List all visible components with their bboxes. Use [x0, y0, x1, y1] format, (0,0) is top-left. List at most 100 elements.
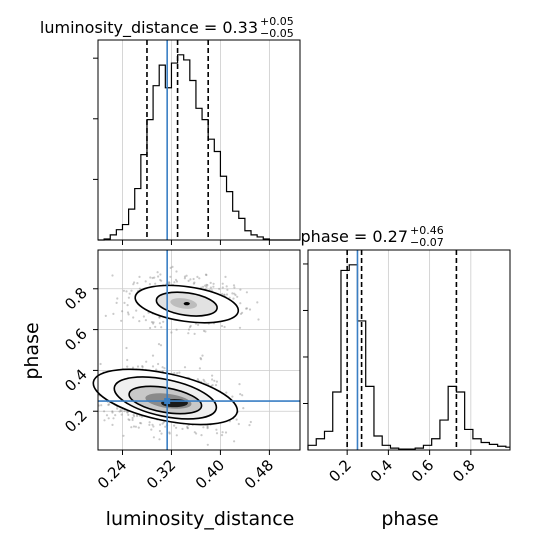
scatter-point — [204, 284, 207, 287]
scatter-point — [105, 414, 109, 417]
x-tick-label: 0.6 — [408, 456, 438, 486]
scatter-point — [245, 307, 249, 310]
luminosity-distance-histogram-panel: luminosity_distance = 0.33 +0.05−0.05 — [40, 15, 301, 245]
scatter-point — [171, 265, 174, 268]
scatter-point — [138, 275, 141, 278]
scatter-point — [188, 326, 192, 329]
scatter-point — [248, 424, 251, 427]
scatter-point — [168, 431, 171, 434]
scatter-point — [131, 418, 134, 422]
scatter-point — [192, 282, 195, 285]
scatter-point — [140, 422, 143, 425]
scatter-point — [104, 314, 107, 317]
scatter-point — [211, 384, 214, 387]
scatter-point — [239, 302, 242, 305]
scatter-point — [206, 427, 209, 430]
scatter-point — [149, 326, 152, 330]
scatter-point — [199, 357, 202, 360]
scatter-point — [141, 365, 144, 368]
scatter-point — [215, 380, 218, 383]
scatter-point — [207, 382, 210, 386]
histogram-step-line — [307, 264, 510, 450]
scatter-point — [215, 428, 218, 431]
scatter-point — [112, 312, 115, 315]
scatter-point — [137, 426, 140, 429]
scatter-point — [193, 281, 196, 284]
scatter-point — [205, 273, 208, 277]
scatter-point — [238, 383, 241, 386]
scatter-point — [168, 432, 171, 435]
scatter-point — [193, 332, 196, 335]
scatter-point — [154, 325, 157, 328]
scatter-point — [152, 322, 155, 325]
scatter-point — [232, 297, 235, 300]
scatter-point — [192, 277, 195, 281]
scatter-point — [248, 308, 252, 311]
scatter-point — [159, 344, 163, 347]
x-tick-label: 0.8 — [449, 456, 479, 486]
scatter-point — [183, 366, 187, 369]
scatter-point — [239, 393, 242, 396]
scatter-point — [130, 289, 133, 292]
scatter-point — [209, 281, 212, 284]
scatter-point — [196, 378, 199, 381]
scatter-point — [107, 403, 110, 406]
scatter-point — [126, 410, 129, 413]
scatter-point — [213, 379, 216, 382]
scatter-point — [233, 286, 236, 289]
scatter-point — [158, 438, 161, 441]
scatter-point — [128, 292, 131, 295]
scatter-point — [156, 271, 159, 274]
scatter-point — [206, 426, 209, 429]
scatter-point — [233, 292, 236, 295]
axes-frame — [97, 249, 301, 451]
scatter-point — [218, 287, 221, 290]
scatter-point — [130, 426, 133, 429]
scatter-point — [163, 367, 166, 370]
scatter-point — [175, 270, 178, 273]
scatter-point — [221, 292, 224, 296]
scatter-point — [154, 282, 157, 285]
scatter-point — [232, 284, 236, 287]
scatter-point — [186, 425, 189, 428]
scatter-point — [174, 278, 178, 281]
scatter-point — [169, 275, 172, 278]
scatter-point — [173, 281, 176, 284]
scatter-point — [135, 309, 138, 312]
scatter-point — [233, 440, 236, 443]
scatter-point — [228, 296, 231, 299]
scatter-point — [256, 301, 259, 304]
scatter-point — [205, 285, 208, 288]
density-peak — [183, 302, 190, 306]
scatter-point — [116, 407, 119, 410]
scatter-point — [158, 429, 161, 433]
scatter-point — [107, 417, 110, 420]
scatter-point — [136, 414, 139, 418]
density-fill — [170, 298, 198, 309]
scatter-point — [123, 410, 126, 413]
scatter-point — [226, 288, 229, 291]
scatter-point — [221, 431, 224, 434]
scatter-point — [136, 365, 140, 368]
scatter-point — [145, 360, 148, 363]
scatter-point — [242, 407, 245, 410]
scatter-point — [120, 410, 123, 413]
scatter-point — [181, 427, 184, 430]
scatter-point — [150, 321, 154, 324]
scatter-point — [225, 391, 228, 394]
y-tick-label: 0.8 — [61, 284, 91, 314]
scatter-point — [126, 358, 129, 362]
scatter-point — [144, 319, 147, 322]
scatter-point — [183, 275, 187, 278]
phase-histogram-panel: 0.2 0.4 0.6 0.8 phase = 0.27 +0.46−0.07 — [301, 224, 511, 486]
scatter-point — [111, 274, 114, 277]
scatter-point — [239, 288, 242, 291]
scatter-point — [132, 283, 135, 286]
scatter-point — [126, 365, 129, 368]
scatter-point — [157, 362, 160, 366]
scatter-point — [116, 297, 119, 300]
scatter-point — [221, 286, 224, 289]
scatter-point — [111, 423, 114, 426]
scatter-point — [122, 289, 125, 292]
scatter-point — [111, 410, 114, 413]
